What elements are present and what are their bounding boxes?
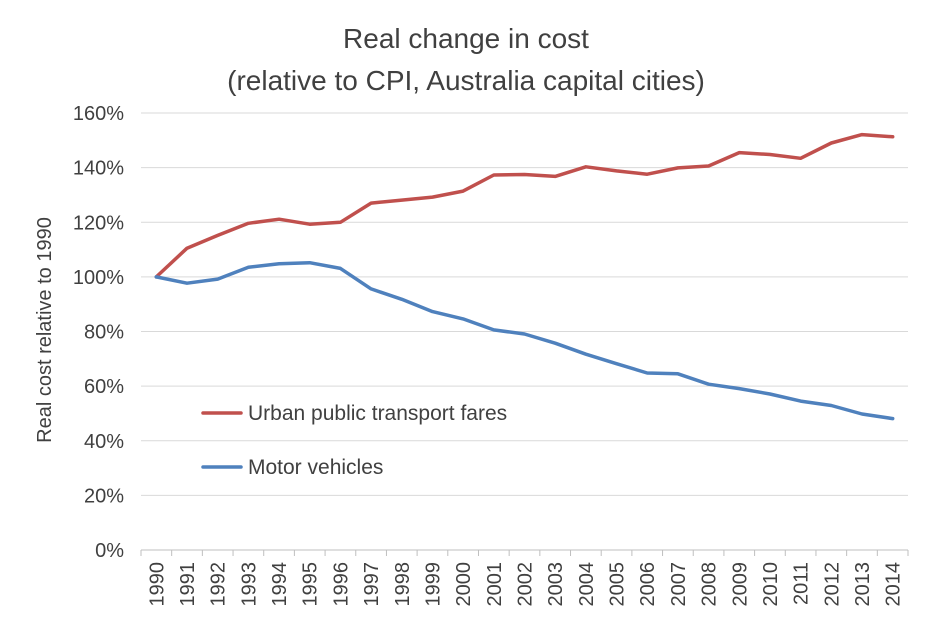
x-tick-label: 2006 [637,562,659,607]
x-tick-label: 2000 [453,562,475,607]
x-tick-label: 2004 [576,562,598,607]
legend-label-0: Urban public transport fares [248,402,507,425]
x-tick-label: 1990 [146,562,168,607]
y-tick-label: 80% [84,322,124,344]
y-tick-label: 60% [84,376,124,398]
x-tick-label: 1996 [330,562,352,607]
y-tick-label: 100% [73,267,124,289]
x-tick-label: 2009 [729,562,751,607]
x-tick-label: 2008 [699,562,721,607]
x-tick-label: 2012 [821,562,843,607]
x-tick-label: 2003 [545,562,567,607]
legend-label-1: Motor vehicles [248,456,383,479]
series-lines [154,132,895,421]
y-tick-label: 0% [95,540,124,562]
x-tick-label: 2007 [668,562,690,607]
x-tick-label: 2014 [883,562,905,607]
y-tick-label: 40% [84,431,124,453]
chart-title-group: Real change in cost (relative to CPI, Au… [227,23,705,96]
x-tick-label: 1994 [269,562,291,607]
x-tick-label: 2001 [484,562,506,607]
x-tick-label: 1995 [300,562,322,607]
x-tick-label: 1999 [422,562,444,607]
legend: Urban public transport fares Motor vehicl… [201,402,507,479]
x-axis [140,549,909,556]
x-tick-label: 2010 [760,562,782,607]
x-tick-label: 2005 [607,562,629,607]
chart-title-line-1: Real change in cost [343,23,589,54]
chart-title-line-2: (relative to CPI, Australia capital citi… [227,65,705,96]
x-tick-label: 1998 [392,562,414,607]
x-tick-label: 1993 [238,562,260,607]
y-tick-label: 120% [73,212,124,234]
x-tick-label: 1991 [177,562,199,607]
y-tick-label: 140% [73,158,124,180]
y-tick-label: 160% [73,103,124,125]
y-axis-ticks: 0% 20% 40% 60% 80% 100% 120% 140% 160% [73,103,124,562]
x-tick-label: 1997 [361,562,383,607]
y-tick-label: 20% [84,485,124,507]
x-tick-label: 2002 [515,562,537,607]
y-axis-label: Real cost relative to 1990 [34,217,56,443]
series-line-0 [154,132,895,279]
gridlines [141,112,908,496]
x-axis-ticks: 1990 1991 1992 1993 1994 1995 1996 1997 1998 1999… [146,562,904,607]
x-tick-label: 2011 [791,562,813,605]
x-tick-label: 2013 [852,562,874,607]
series-line-1 [154,260,895,421]
x-tick-label: 1992 [208,562,230,607]
